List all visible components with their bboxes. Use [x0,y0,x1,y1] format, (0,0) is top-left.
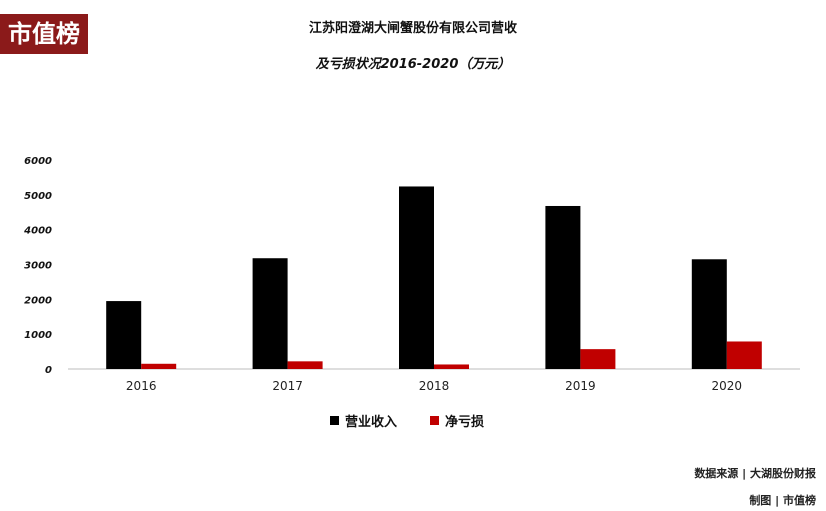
chart-credit-note: 制图 | 市值榜 [749,494,816,507]
legend-label-loss: 净亏损 [445,415,485,430]
legend-swatch-loss [430,416,439,425]
legend-item-revenue: 营业收入 [330,411,397,430]
legend-label-revenue: 营业收入 [345,415,398,430]
y-tick-label: 4000 [23,226,52,237]
chart-title-line-1: 江苏阳澄湖大闸蟹股份有限公司营收 [308,21,517,36]
legend-swatch-revenue [330,416,339,425]
y-tick-label: 5000 [24,191,52,202]
bar-revenue-2020 [691,259,727,369]
bar-loss-2016 [141,363,177,369]
y-tick-label: 1000 [24,330,52,341]
x-tick-label: 2020 [712,379,743,393]
bar-loss-2020 [726,341,762,369]
chart-title-line-2: 及亏损状况2016-2020（万元） [315,57,511,72]
x-tick-label: 2019 [565,379,596,393]
bar-revenue-2017 [252,258,288,369]
chart-legend: 营业收入 净亏损 [0,411,826,431]
bar-loss-2017 [287,361,323,369]
bar-revenue-2019 [545,205,581,369]
data-source-note: 数据来源 | 大湖股份财报 [694,467,816,480]
brand-logo: 市值榜 [0,14,88,54]
x-tick-label: 2016 [126,379,157,393]
bar-revenue-2018 [399,186,434,369]
y-tick-label: 0 [45,365,52,376]
x-tick-label: 2018 [419,379,450,393]
x-tick-label: 2017 [272,379,303,393]
bar-revenue-2016 [106,301,142,369]
bar-loss-2018 [434,364,469,369]
y-tick-label: 2000 [24,295,52,306]
legend-item-loss: 净亏损 [430,411,484,430]
bar-loss-2019 [580,349,616,369]
y-tick-label: 6000 [24,156,52,167]
bar-chart: 0 1000 2000 3000 4000 5000 6000 2016 2017 2018 201… [23,156,800,393]
y-tick-label: 3000 [24,261,52,272]
